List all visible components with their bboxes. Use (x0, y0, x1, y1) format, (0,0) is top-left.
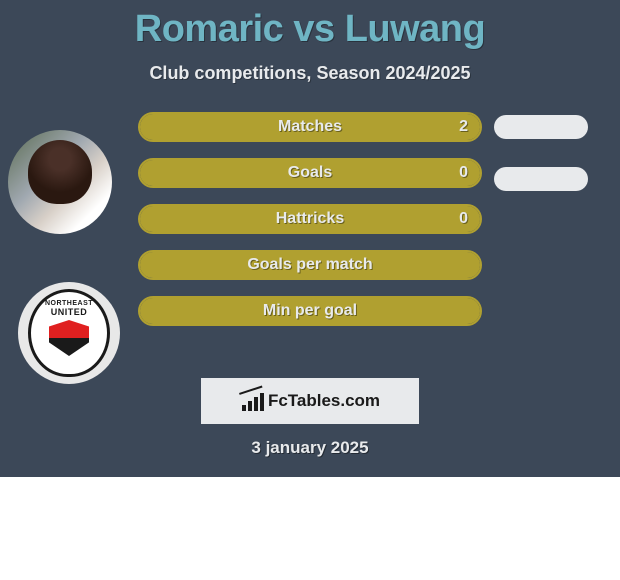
badge-shield-icon (49, 320, 89, 356)
stat-label: Hattricks (140, 206, 480, 232)
content-area: NORTHEAST UNITED Matches 2 Goals 0 Hattr… (0, 112, 620, 372)
bar-chart-icon (240, 391, 264, 411)
stat-row-matches: Matches 2 (138, 112, 482, 142)
stat-row-hattricks: Hattricks 0 (138, 204, 482, 234)
footer-date: 3 january 2025 (0, 438, 620, 458)
stat-row-goals: Goals 0 (138, 158, 482, 188)
stat-row-min-per-goal: Min per goal (138, 296, 482, 326)
stat-label: Goals (140, 160, 480, 186)
stat-value: 0 (459, 160, 468, 186)
stat-label: Goals per match (140, 252, 480, 278)
comparison-pill-2 (494, 167, 588, 191)
brand-box[interactable]: FcTables.com (201, 378, 419, 424)
stats-list: Matches 2 Goals 0 Hattricks 0 Goals per … (138, 112, 482, 342)
badge-text-mid: UNITED (51, 307, 88, 317)
comparison-panel: Romaric vs Luwang Club competitions, Sea… (0, 0, 620, 477)
brand-text: FcTables.com (268, 391, 380, 411)
page-title: Romaric vs Luwang (0, 0, 620, 51)
stat-label: Matches (140, 114, 480, 140)
brand-content: FcTables.com (240, 391, 380, 411)
stat-value: 2 (459, 114, 468, 140)
stat-value: 0 (459, 206, 468, 232)
badge-text-top: NORTHEAST (45, 300, 93, 307)
stat-label: Min per goal (140, 298, 480, 324)
club-badge: NORTHEAST UNITED (18, 282, 120, 384)
stat-row-goals-per-match: Goals per match (138, 250, 482, 280)
comparison-pill-1 (494, 115, 588, 139)
club-badge-inner: NORTHEAST UNITED (28, 289, 110, 377)
player-avatar (8, 130, 112, 234)
page-subtitle: Club competitions, Season 2024/2025 (0, 63, 620, 84)
